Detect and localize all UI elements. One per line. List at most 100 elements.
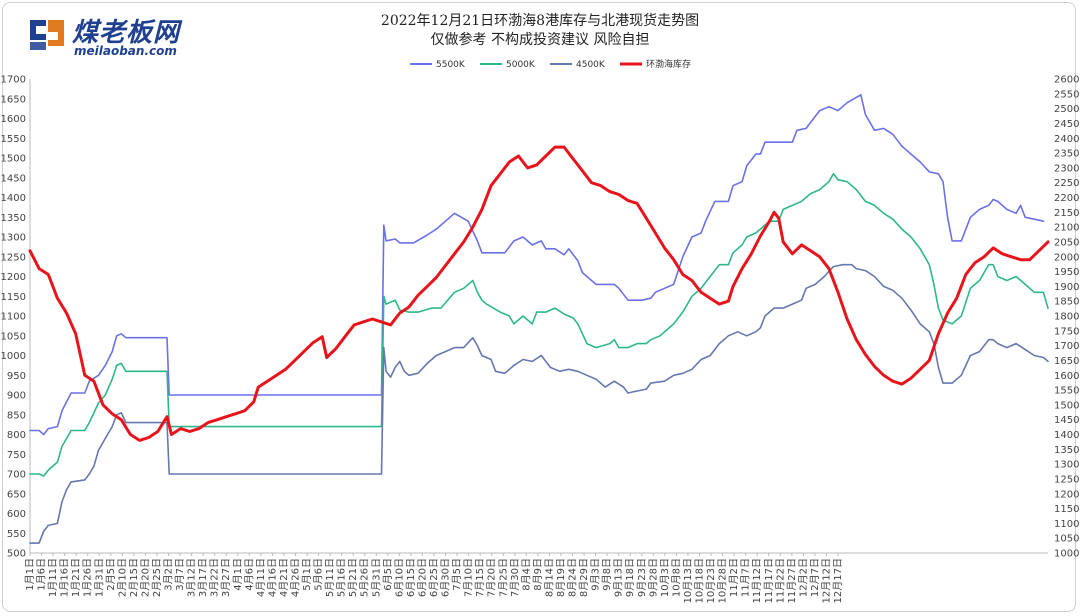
y-right-tick-label: 2050 [1054,237,1079,248]
x-tick-label: 4月21日 [278,558,290,597]
y-right-tick-label: 1300 [1054,460,1079,471]
y-right-tick-label: 1100 [1054,519,1079,530]
y-left-tick-label: 750 [7,450,26,461]
x-tick-label: 7月25日 [497,558,509,597]
legend-label-2: 4500K [576,60,606,70]
y-right-tick-label: 1400 [1054,430,1079,441]
x-tick-label: 11月22日 [774,558,786,603]
y-right-tick-label: 2300 [1054,163,1079,174]
x-tick-label: 9月8日 [601,558,613,591]
logo-mark-icon [30,20,64,50]
x-tick-label: 6月10日 [393,558,405,597]
brand-domain: meilaoban.com [74,44,177,58]
y-left-tick-label: 1700 [1,75,26,86]
brand-logo[interactable]: 煤老板网 meilaoban.com [26,10,216,62]
x-tick-label: 7月10日 [463,558,475,597]
series-line-1 [29,173,1049,477]
y-left-tick-label: 500 [7,549,26,560]
y-right-tick-label: 2400 [1054,134,1079,145]
x-tick-label: 7月20日 [486,558,498,597]
x-tick-label: 9月3日 [590,558,602,591]
x-tick-label: 11月2日 [728,558,740,597]
y-left-tick-label: 1050 [1,331,26,342]
legend-label-1: 5000K [506,60,536,70]
y-right-tick-label: 2250 [1054,178,1079,189]
x-tick-label: 3月12日 [186,558,198,597]
y-left-tick-label: 900 [7,391,26,402]
y-left-tick-label: 1100 [1,312,26,323]
x-tick-label: 10月28日 [717,558,729,603]
y-right-tick-label: 2350 [1054,149,1079,160]
x-tick-label: 9月18日 [624,558,636,597]
x-tick-label: 2月25日 [151,558,163,597]
y-right-tick-label: 1950 [1054,267,1079,278]
x-tick-label: 7月15日 [474,558,486,597]
x-tick-label: 9月13日 [613,558,625,597]
x-tick-label: 3月27日 [220,558,232,597]
y-right-tick-label: 1550 [1054,386,1079,397]
x-tick-label: 10月13日 [682,558,694,603]
x-tick-label: 8月9日 [532,558,544,591]
y-right-tick-label: 1450 [1054,415,1079,426]
x-tick-label: 2月5日 [105,558,117,591]
x-axis: 1月1日 1月6日 1月11日 1月16日 1月21日 1月26日 1月31日 2月5日 2月1… [24,552,1048,603]
y-left-tick-label: 700 [7,470,26,481]
x-tick-label: 1月21日 [70,558,82,597]
x-tick-label: 10月8日 [670,558,682,597]
chart-legend: 5500K 5000K 4500K 环渤海库存 [410,58,691,70]
x-tick-label: 10月23日 [705,558,717,603]
legend-label-3: 环渤海库存 [646,58,691,70]
x-tick-label: 12月12日 [820,558,832,603]
y-axis-right: 1000 1050 1100 1150 1200 1250 1300 1350 1400 1450… [1054,75,1079,560]
x-tick-label: 1月11日 [47,558,59,597]
y-left-tick-label: 1250 [1,252,26,263]
x-tick-label: 11月27日 [786,558,798,603]
x-tick-label: 7月5日 [451,558,463,591]
x-tick-label: 8月24日 [567,558,579,597]
y-left-tick-label: 1500 [1,154,26,165]
y-right-tick-label: 1150 [1054,504,1079,515]
x-tick-label: 11月17日 [763,558,775,603]
y-right-tick-label: 1350 [1054,445,1079,456]
x-tick-label: 5月6日 [313,558,325,591]
x-tick-label: 6月15日 [405,558,417,597]
x-tick-label: 3月2日 [163,558,175,591]
x-tick-label: 12月7日 [809,558,821,597]
brand-name: 煤老板网 [72,18,181,48]
x-tick-label: 8月29日 [578,558,590,597]
x-tick-label: 5月11日 [324,558,336,597]
y-left-tick-label: 800 [7,430,26,441]
y-left-tick-label: 1400 [1,193,26,204]
chart-title: 2022年12月21日环渤海8港库存与北港现货走势图 [380,13,700,29]
y-right-tick-label: 1500 [1054,400,1079,411]
y-left-tick-label: 600 [7,509,26,520]
x-tick-label: 10月18日 [693,558,705,603]
y-right-tick-label: 2550 [1054,89,1079,100]
plot-area [28,94,1050,544]
x-tick-label: 4月1日 [232,558,244,591]
series-line-3 [28,145,1050,442]
y-right-tick-label: 1700 [1054,341,1079,352]
y-right-tick-label: 1000 [1054,549,1079,560]
y-left-tick-label: 1650 [1,94,26,105]
x-tick-label: 6月30日 [440,558,452,597]
x-tick-label: 8月19日 [555,558,567,597]
x-tick-label: 2月10日 [116,558,128,597]
x-tick-label: 8月4日 [520,558,532,591]
x-tick-label: 5月26日 [359,558,371,597]
y-left-tick-label: 950 [7,371,26,382]
y-right-tick-label: 1200 [1054,489,1079,500]
x-tick-label: 1月16日 [59,558,71,597]
y-right-tick-label: 1800 [1054,312,1079,323]
y-left-tick-label: 650 [7,489,26,500]
y-right-tick-label: 1900 [1054,282,1079,293]
x-tick-label: 5月21日 [347,558,359,597]
y-left-tick-label: 1600 [1,114,26,125]
y-right-tick-label: 2000 [1054,252,1079,263]
x-tick-label: 4月16日 [266,558,278,597]
x-tick-label: 6月20日 [416,558,428,597]
y-right-tick-label: 2150 [1054,208,1079,219]
x-tick-label: 3月7日 [174,558,186,591]
